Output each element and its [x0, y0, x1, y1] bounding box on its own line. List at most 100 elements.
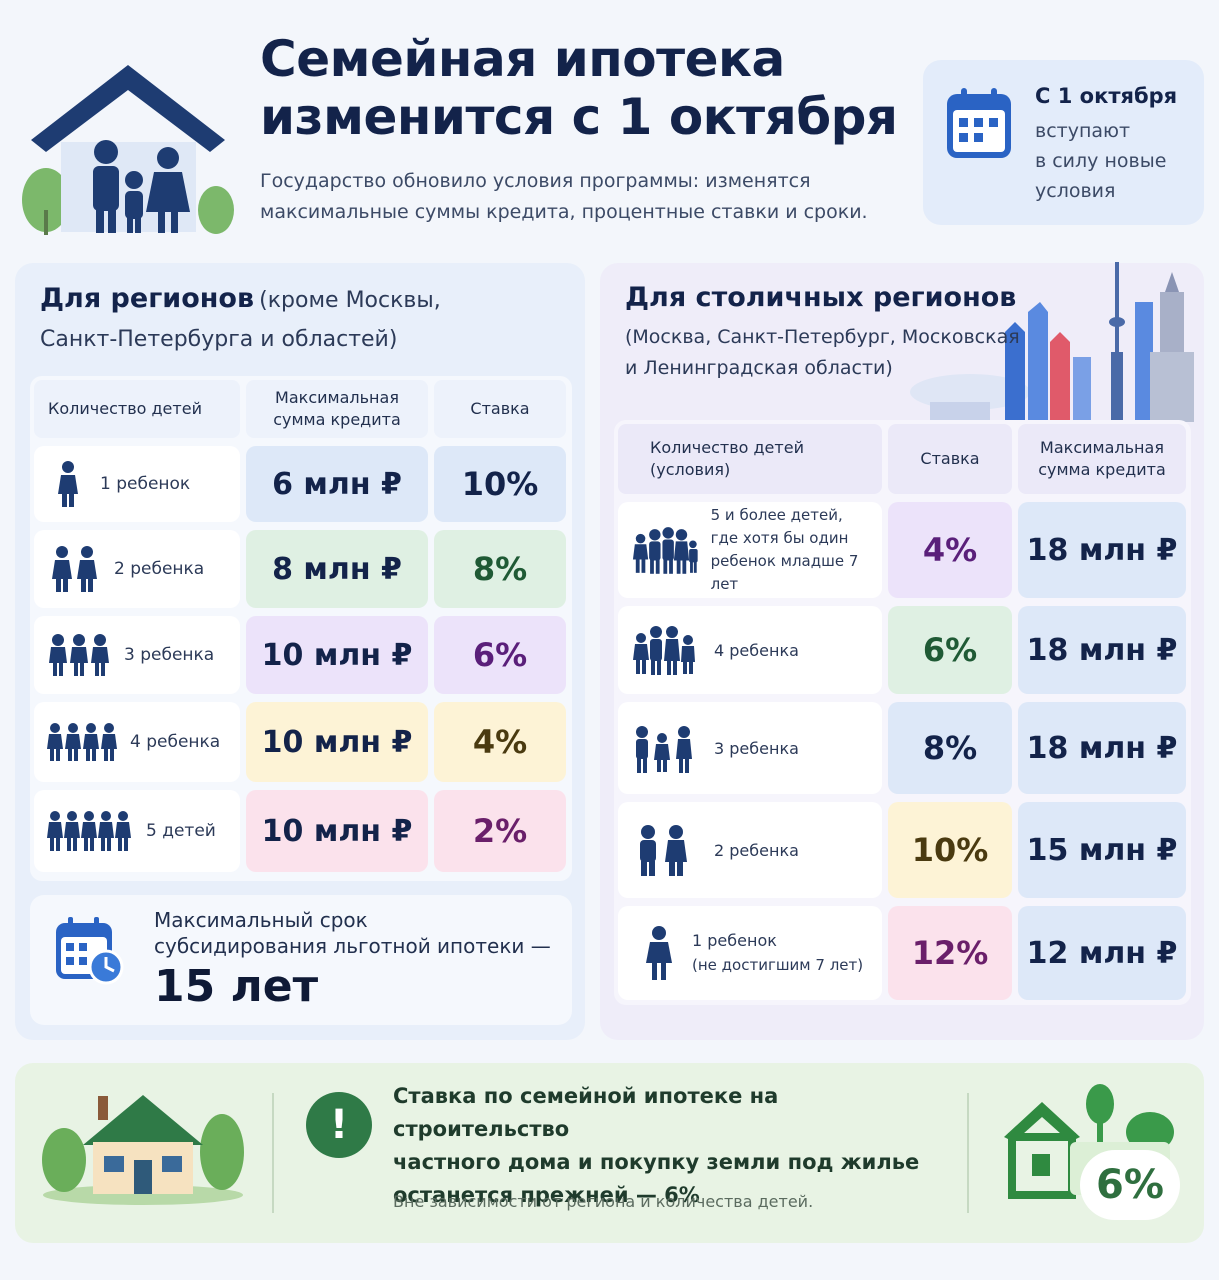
sum-value: 10 млн ₽ [261, 637, 413, 673]
term-value: 15 лет [154, 961, 319, 1012]
rate-cell: 10% [888, 802, 1012, 898]
sum-cell: 10 млн ₽ [246, 616, 428, 694]
banner-text: Ставка по семейной ипотеке на строительс… [393, 1080, 953, 1212]
subtitle-line-2: максимальные суммы кредита, процентные с… [260, 201, 868, 223]
capital-note-1: (Москва, Санкт-Петербург, Московская [625, 326, 1020, 348]
table-row: 3 ребенка [34, 616, 240, 694]
row-label: 1 ребенок [100, 474, 191, 494]
sum-cell: 12 млн ₽ [1018, 906, 1186, 1000]
sum-value: 18 млн ₽ [1026, 532, 1178, 568]
family-house-icon [22, 65, 234, 235]
rate-value: 8% [472, 550, 528, 588]
exclamation-icon: ! [306, 1092, 372, 1158]
regions-heading: Для регионов (кроме Москвы, Санкт-Петерб… [40, 280, 570, 360]
col-header-sum: Максимальная сумма кредита [1018, 424, 1186, 494]
table-row: 1 ребенок [34, 446, 240, 522]
row-label-2: (не достигшим 7 лет) [692, 956, 864, 974]
date-text-2: в силу новые [1035, 150, 1167, 172]
row-label: 4 ребенка [714, 640, 799, 660]
col-header-sum-2: сумма кредита [273, 410, 401, 429]
table-row: 4 ребенка [618, 606, 882, 694]
regions-note-2: Санкт-Петербурга и областей) [40, 327, 398, 352]
page-subtitle: Государство обновило условия программы: … [260, 166, 910, 228]
date-text-3: условия [1035, 180, 1116, 202]
row-label: 5 и более детей, где хотя бы один ребено… [711, 504, 882, 596]
col-header-children-2: (условия) [650, 460, 731, 479]
capital-note: (Москва, Санкт-Петербург, Московская и Л… [625, 322, 1020, 384]
capital-note-2: и Ленинградская области) [625, 357, 893, 379]
sum-value: 6 млн ₽ [272, 466, 402, 502]
date-card: С 1 октября вступают в силу новые услови… [923, 60, 1204, 225]
rate-cell: 8% [434, 530, 566, 608]
row-label: 5 детей [146, 821, 216, 841]
term-text: Максимальный срок субсидирования льготно… [154, 907, 551, 959]
col-header-children-text: Количество детей [48, 399, 202, 418]
rate-cell: 8% [888, 702, 1012, 794]
rate-cell: 10% [434, 446, 566, 522]
subsidy-term-box: Максимальный срок субсидирования льготно… [30, 895, 572, 1025]
rate-cell: 4% [888, 502, 1012, 598]
banner-line-2: частного дома и покупку земли под жилье [393, 1150, 920, 1174]
rate-cell: 4% [434, 702, 566, 782]
row-label: 4 ребенка [130, 732, 221, 752]
term-line-2: субсидирования льготной ипотеки — [154, 934, 551, 958]
sum-value: 18 млн ₽ [1026, 632, 1178, 668]
five-children-icon [47, 811, 131, 851]
row-label: 3 ребенка [714, 738, 799, 758]
regions-note-1: (кроме Москвы, [259, 288, 441, 313]
sum-value: 10 млн ₽ [261, 813, 413, 849]
row-label-1: 1 ребенок [692, 931, 777, 950]
rate-value: 4% [472, 723, 528, 761]
rate-value: 6% [472, 636, 528, 674]
sum-value: 12 млн ₽ [1026, 935, 1178, 971]
two-children-icon [640, 825, 687, 876]
sum-value: 10 млн ₽ [261, 724, 413, 760]
sum-cell: 18 млн ₽ [1018, 502, 1186, 598]
row-label: 2 ребенка [714, 840, 799, 860]
date-card-text: вступают в силу новые условия [1035, 116, 1195, 206]
country-house-icon [42, 1095, 244, 1205]
col-header-rate-text: Ставка [920, 449, 980, 468]
col-header-sum-1: Максимальная [275, 388, 399, 407]
table-row: 5 детей [34, 790, 240, 872]
five-children-icon [632, 527, 698, 574]
date-card-title: С 1 октября [1035, 84, 1178, 108]
table-row: 4 ребенка [34, 702, 240, 782]
four-children-icon [633, 626, 695, 675]
rate-value: 6% [922, 631, 978, 669]
capital-title: Для столичных регионов [625, 282, 1017, 313]
title-line-1: Семейная ипотека [260, 30, 785, 88]
sum-cell: 6 млн ₽ [246, 446, 428, 522]
page-title: Семейная ипотека изменится с 1 октября [260, 30, 910, 146]
col-header-rate: Ставка [888, 424, 1012, 494]
table-row: 5 и более детей, где хотя бы один ребено… [618, 502, 882, 598]
calendar-icon [947, 88, 1011, 158]
rate-badge: 6% [1080, 1150, 1180, 1220]
col-header-sum-1: Максимальная [1040, 438, 1164, 457]
banner-line-1: Ставка по семейной ипотеке на строительс… [393, 1084, 779, 1141]
col-header-sum-2: сумма кредита [1038, 460, 1166, 479]
three-children-icon [636, 726, 692, 773]
banner-divider-right [967, 1093, 969, 1213]
subtitle-line-1: Государство обновило условия программы: … [260, 170, 811, 192]
rate-cell: 2% [434, 790, 566, 872]
two-children-icon [52, 546, 97, 592]
sum-value: 15 млн ₽ [1026, 832, 1178, 868]
banner-line-3: останется прежней — 6% [393, 1183, 700, 1207]
table-row: 2 ребенка [618, 802, 882, 898]
col-header-children: Количество детей (условия) [618, 424, 882, 494]
row-label: 1 ребенок (не достигшим 7 лет) [692, 928, 863, 978]
col-header-rate-text: Ставка [470, 399, 530, 418]
rate-cell: 12% [888, 906, 1012, 1000]
rate-value: 12% [911, 934, 989, 972]
rate-value: 8% [922, 729, 978, 767]
table-row: 1 ребенок (не достигшим 7 лет) [618, 906, 882, 1000]
sum-value: 8 млн ₽ [272, 551, 402, 587]
col-header-rate: Ставка [434, 380, 566, 438]
col-header-children-1: Количество детей [650, 438, 804, 457]
row-label-3: ребенок младше 7 лет [710, 552, 859, 593]
sum-cell: 18 млн ₽ [1018, 606, 1186, 694]
rate-cell: 6% [434, 616, 566, 694]
table-row: 3 ребенка [618, 702, 882, 794]
calendar-clock-icon [56, 917, 124, 985]
